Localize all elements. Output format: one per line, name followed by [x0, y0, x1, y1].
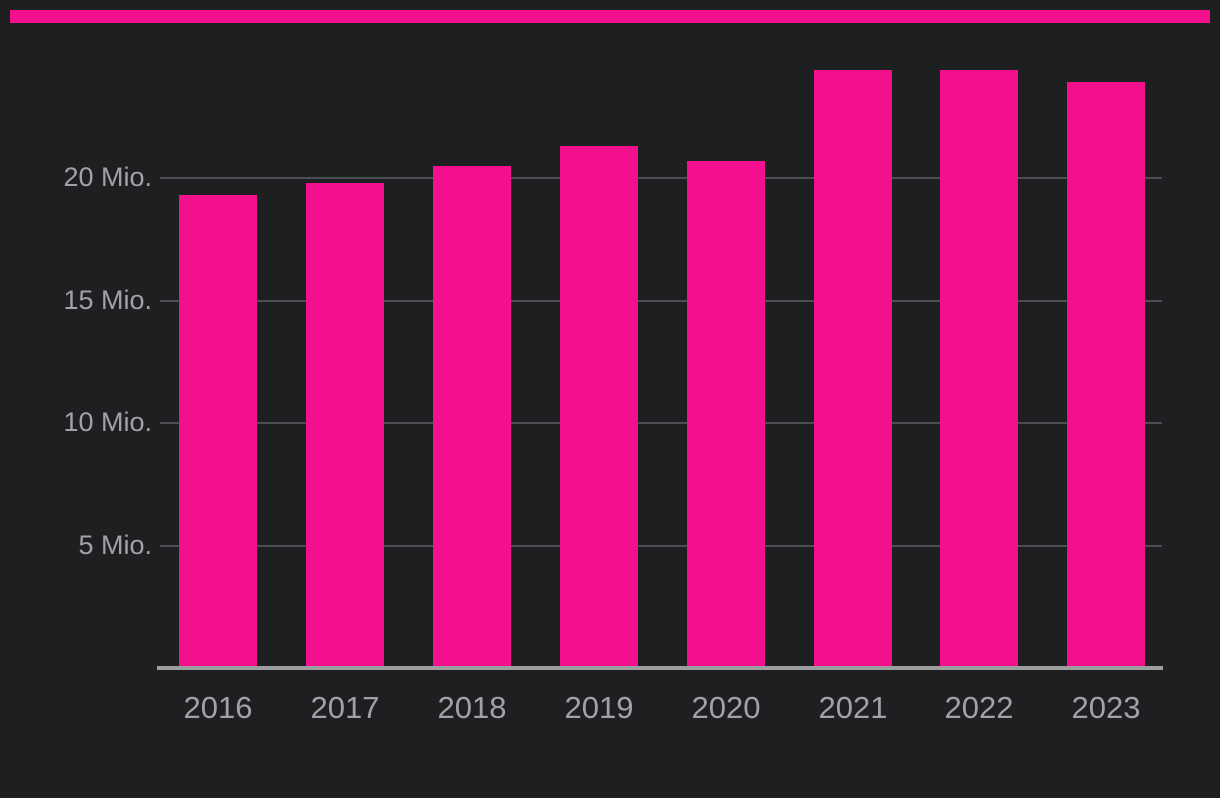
gridline-10-mio	[160, 422, 1162, 424]
top-accent-bar	[10, 10, 1210, 23]
x-axis-line	[157, 666, 1163, 670]
bar-2021	[814, 70, 892, 669]
x-tick-label-2022: 2022	[944, 690, 1014, 725]
gridline-15-mio	[160, 300, 1162, 302]
y-tick-label: 5 Mio.	[78, 530, 152, 560]
y-tick-label: 20 Mio.	[63, 162, 152, 192]
x-tick-label-2020: 2020	[691, 690, 761, 725]
x-tick-label-2018: 2018	[437, 690, 507, 725]
x-tick-label-2023: 2023	[1071, 690, 1141, 725]
bar-2023	[1067, 82, 1145, 669]
x-tick-label-2021: 2021	[818, 690, 888, 725]
y-tick-label: 10 Mio.	[63, 407, 152, 437]
bar-2016	[179, 195, 257, 669]
y-tick-label: 15 Mio.	[63, 285, 152, 315]
gridline-5-mio	[160, 545, 1162, 547]
bar-2019	[560, 146, 638, 669]
gridline-20-mio	[160, 177, 1162, 179]
x-tick-label-2019: 2019	[564, 690, 634, 725]
bar-2022	[940, 70, 1018, 669]
bar-2018	[433, 166, 511, 669]
bar-2020	[687, 161, 765, 669]
bar-2017	[306, 183, 384, 669]
x-tick-label-2017: 2017	[310, 690, 380, 725]
x-tick-label-2016: 2016	[183, 690, 253, 725]
